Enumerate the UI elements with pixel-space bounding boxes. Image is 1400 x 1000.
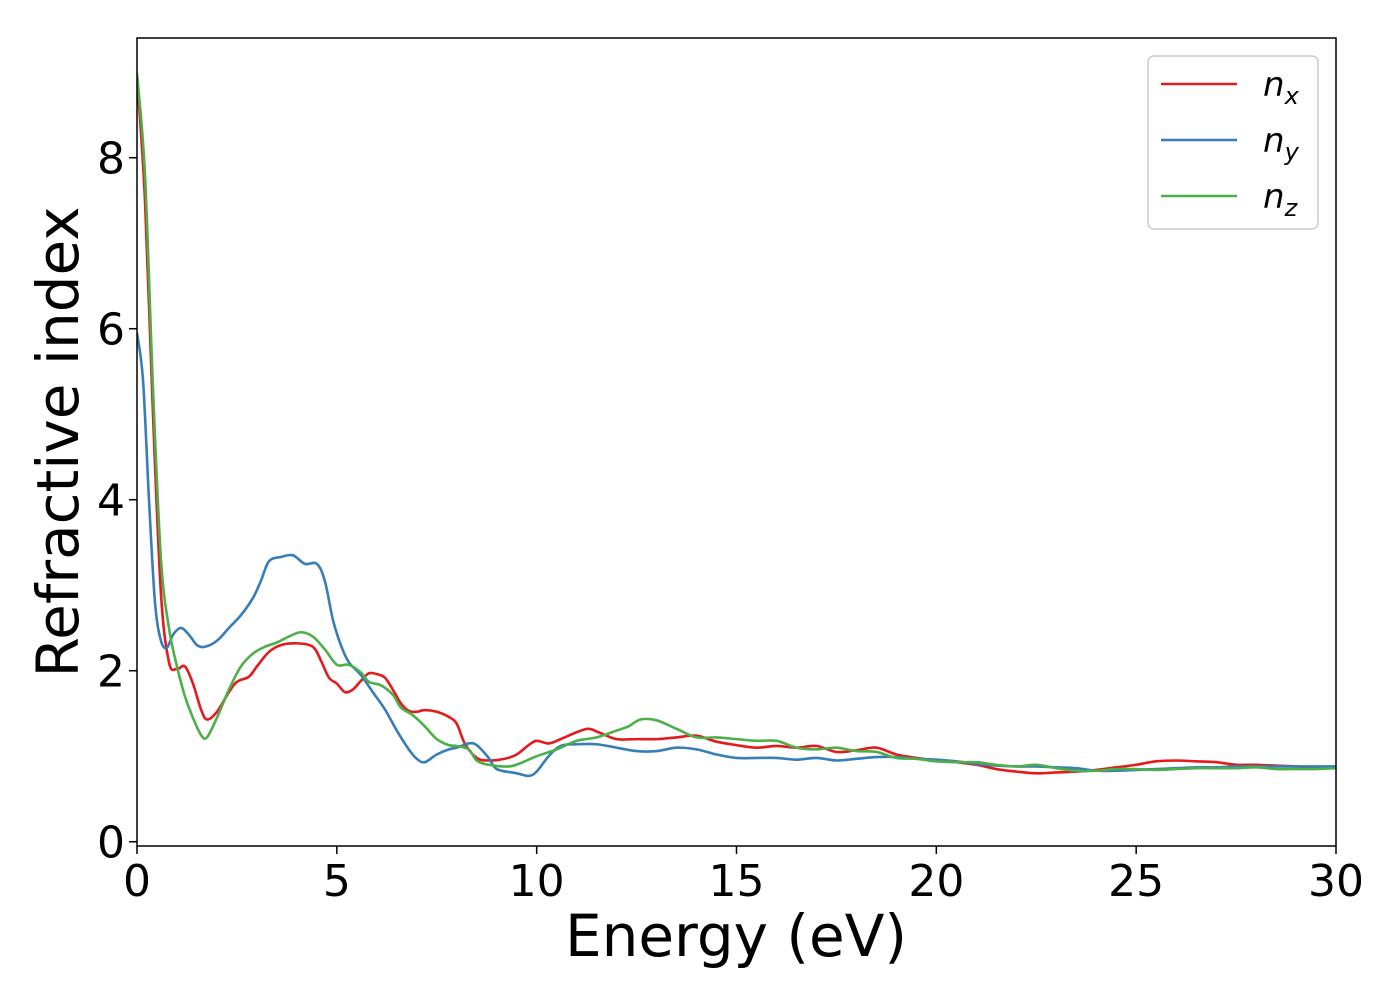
legend-label-base: n xyxy=(1263,65,1285,105)
legend-label-nx: nx xyxy=(1263,65,1300,110)
legend-label-subscript: x xyxy=(1284,82,1300,110)
legend-label-subscript: y xyxy=(1284,138,1300,166)
y-tick-label: 8 xyxy=(97,134,125,185)
y-tick-label: 4 xyxy=(97,476,125,527)
plot-area xyxy=(137,38,1336,846)
y-tick-label: 0 xyxy=(97,818,125,869)
x-tick-label: 30 xyxy=(1308,856,1364,907)
legend-label-nz: nz xyxy=(1263,177,1299,222)
series-layer xyxy=(137,72,1336,778)
y-axis-ticks: 0 2 4 6 8 xyxy=(97,134,137,869)
legend-label-base: n xyxy=(1263,177,1285,217)
legend-frame xyxy=(1147,55,1319,230)
x-tick-label: 10 xyxy=(509,856,565,907)
series-line-nx xyxy=(137,75,1336,775)
y-tick-label: 6 xyxy=(97,305,125,356)
x-tick-label: 5 xyxy=(323,856,351,907)
x-axis-label: Energy (eV) xyxy=(565,902,907,970)
series-line-nz xyxy=(137,72,1336,773)
y-axis-label: Refractive index xyxy=(24,206,92,677)
legend-label-ny: ny xyxy=(1263,121,1300,166)
x-axis-ticks: 0 5 10 15 20 25 30 xyxy=(123,846,1364,907)
x-tick-label: 15 xyxy=(709,856,765,907)
x-tick-label: 25 xyxy=(1108,856,1164,907)
x-tick-label: 20 xyxy=(908,856,964,907)
y-tick-label: 2 xyxy=(97,647,125,698)
legend-label-base: n xyxy=(1263,121,1285,161)
legend-label-subscript: z xyxy=(1284,194,1299,222)
x-tick-label: 0 xyxy=(123,856,151,907)
